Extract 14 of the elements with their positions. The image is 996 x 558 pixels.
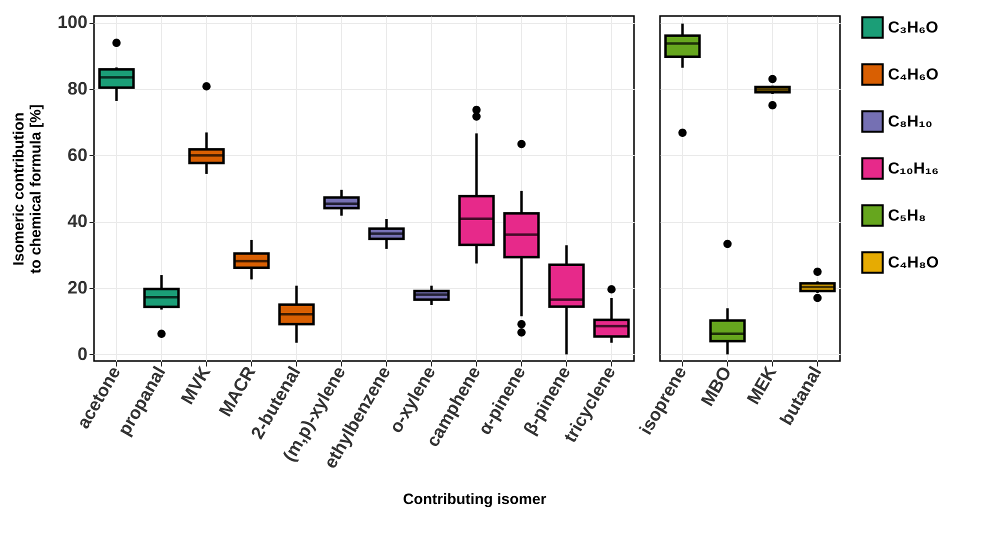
y-tick-label: 80 (67, 78, 88, 98)
legend-label: C₈H₁₀ (888, 114, 932, 130)
y-tick-label: 100 (57, 12, 88, 32)
y-tick-label: 40 (67, 211, 88, 232)
y-tick-label: 20 (67, 278, 88, 298)
legend-label: C₅H₈ (888, 208, 926, 224)
legend-label: C₄H₆O (888, 66, 938, 84)
y-tick-label: 60 (67, 144, 88, 165)
legend-label: C₃H₆O (888, 20, 938, 36)
legend-label: C₄H₈O (888, 254, 939, 272)
legend-label: C₁₀H₁₆ (888, 160, 939, 178)
y-tick-label: 0 (77, 344, 88, 364)
x-axis-title: Contributing isomer (402, 491, 546, 508)
y-axis-title: Isomeric contribution to chemical formula [%] (10, 104, 44, 274)
